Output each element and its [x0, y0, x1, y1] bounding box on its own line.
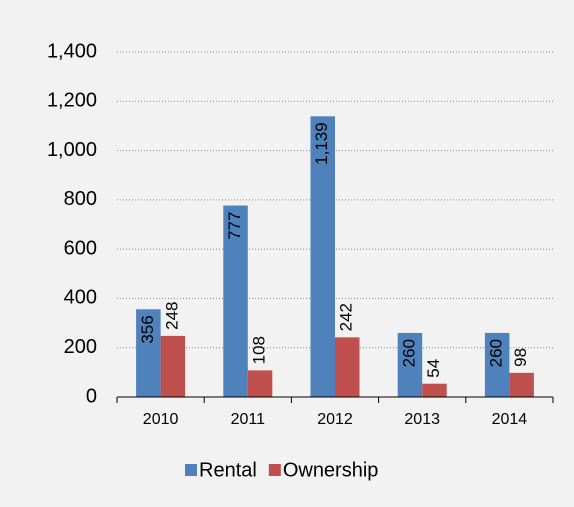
legend-label: Ownership [283, 459, 379, 481]
x-tick-label: 2014 [492, 411, 528, 428]
bar [484, 332, 510, 397]
bar [335, 337, 360, 397]
legend-label: Rental [199, 459, 257, 481]
x-tick-label: 2012 [317, 411, 353, 428]
bar [509, 372, 534, 397]
legend-swatch [268, 464, 281, 476]
legend-swatch [185, 464, 197, 476]
value-label: 98 [511, 348, 530, 367]
x-tick-label: 2010 [143, 411, 179, 428]
y-tick-label: 400 [64, 287, 97, 309]
bar [397, 332, 423, 397]
y-tick-label: 1,000 [47, 139, 97, 161]
bar [223, 205, 248, 397]
y-tick-label: 1,400 [47, 40, 97, 62]
y-tick-label: 600 [64, 237, 97, 259]
y-tick-label: 200 [64, 336, 97, 358]
value-label: 356 [138, 315, 157, 343]
bar [136, 309, 161, 397]
bar [160, 335, 186, 397]
value-label: 242 [337, 303, 356, 331]
value-label: 777 [225, 212, 244, 240]
value-label: 108 [250, 336, 269, 364]
value-label: 260 [487, 339, 506, 367]
value-label: 54 [424, 359, 443, 378]
y-tick-label: 800 [64, 188, 97, 210]
value-label: 260 [399, 339, 418, 367]
x-tick-label: 2013 [404, 411, 440, 428]
value-label: 248 [162, 302, 181, 330]
y-tick-label: 1,200 [47, 90, 97, 112]
bar [310, 116, 335, 397]
bar [247, 370, 273, 397]
y-tick-label: 0 [86, 385, 97, 407]
x-tick-label: 2011 [231, 411, 266, 428]
bar [422, 383, 447, 397]
value-label: 1,139 [312, 122, 331, 165]
